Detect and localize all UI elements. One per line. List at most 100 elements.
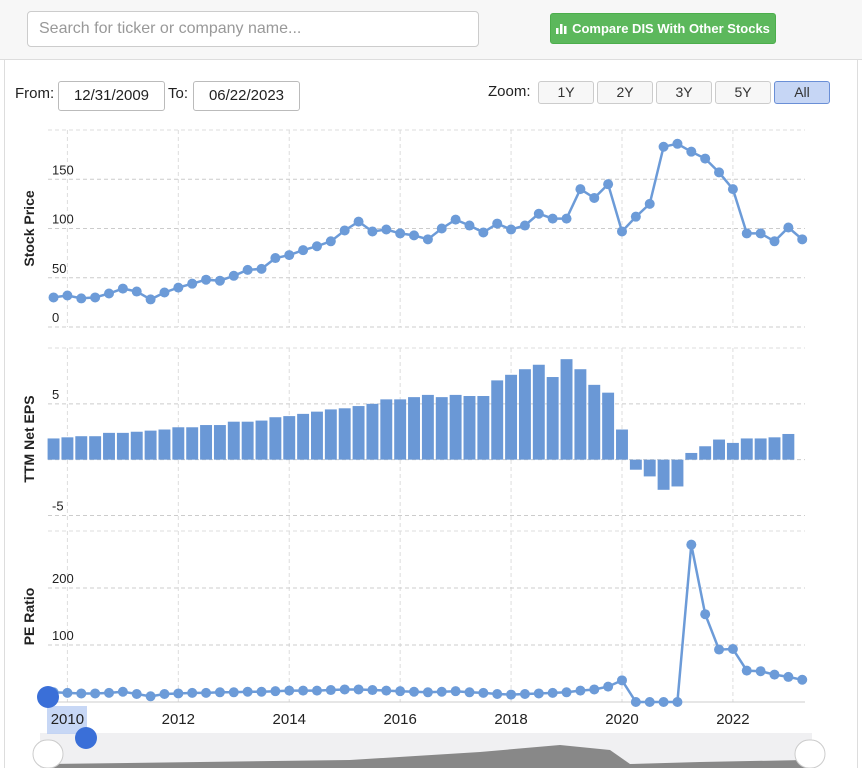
bar xyxy=(297,413,310,460)
marker xyxy=(686,539,697,550)
marker xyxy=(395,228,406,239)
bar xyxy=(421,394,434,460)
y-tick-label: 150 xyxy=(52,162,74,177)
y-tick-label: -5 xyxy=(52,498,64,513)
y-tick-label: 200 xyxy=(52,571,74,586)
from-date[interactable]: 12/31/2009 xyxy=(58,81,165,111)
zoom-button[interactable]: 1Y xyxy=(538,81,594,104)
y-tick-label: 0 xyxy=(52,310,59,325)
marker xyxy=(339,225,350,236)
marker xyxy=(644,697,655,707)
bar xyxy=(75,436,88,460)
bar xyxy=(186,427,199,460)
marker xyxy=(506,224,517,235)
bar xyxy=(754,438,767,460)
zoom-button[interactable]: 5Y xyxy=(715,81,771,104)
marker xyxy=(714,644,725,655)
compare-button-text: Compare DIS With Other Stocks xyxy=(572,21,770,36)
marker xyxy=(353,216,364,227)
range-handle xyxy=(37,686,59,708)
compare-button[interactable]: Compare DIS With Other Stocks xyxy=(550,13,776,44)
marker xyxy=(367,226,378,237)
range-handle xyxy=(75,727,97,749)
marker xyxy=(492,689,503,700)
bar xyxy=(130,431,143,460)
bar xyxy=(699,446,712,460)
y-axis-title: Stock Price xyxy=(21,190,37,266)
marker xyxy=(436,223,447,234)
marker xyxy=(311,685,322,696)
bar xyxy=(782,433,795,460)
marker xyxy=(131,689,142,700)
marker xyxy=(159,689,170,700)
panel xyxy=(4,60,858,768)
marker xyxy=(214,687,225,698)
bar xyxy=(338,408,351,460)
bar xyxy=(449,394,462,460)
marker xyxy=(589,684,600,695)
bar xyxy=(740,438,753,460)
marker xyxy=(256,686,267,697)
marker xyxy=(284,685,295,696)
to-date[interactable]: 06/22/2023 xyxy=(193,81,300,111)
marker xyxy=(117,686,128,697)
bar xyxy=(505,374,518,460)
bar xyxy=(366,403,379,460)
marker xyxy=(173,688,184,699)
x-tick-label: 2016 xyxy=(383,711,416,728)
marker xyxy=(422,687,433,698)
marker xyxy=(187,687,198,698)
marker xyxy=(727,184,738,195)
marker xyxy=(62,687,73,698)
bar xyxy=(283,416,296,460)
marker xyxy=(492,218,503,229)
bar xyxy=(477,396,490,460)
bar xyxy=(380,399,393,460)
zoom-button[interactable]: 3Y xyxy=(656,81,712,104)
zoom-button[interactable]: All xyxy=(774,81,830,104)
marker xyxy=(755,666,766,677)
bar xyxy=(768,437,781,460)
marker xyxy=(741,665,752,676)
marker xyxy=(686,146,697,157)
marker xyxy=(214,275,225,286)
from-label: From: xyxy=(15,85,55,102)
line xyxy=(53,544,803,704)
marker xyxy=(436,686,447,697)
marker xyxy=(422,234,433,245)
search-box[interactable]: Search for ticker or company name... xyxy=(27,11,479,47)
marker xyxy=(298,685,309,696)
marker xyxy=(242,264,253,275)
y-tick-label: 100 xyxy=(52,628,74,643)
bar xyxy=(657,459,670,490)
marker xyxy=(339,684,350,695)
marker xyxy=(48,292,59,303)
marker xyxy=(187,278,198,289)
bar xyxy=(394,399,407,460)
marker xyxy=(533,208,544,219)
marker xyxy=(478,687,489,698)
marker xyxy=(603,179,614,190)
marker xyxy=(228,270,239,281)
bar xyxy=(241,421,254,460)
marker xyxy=(630,211,641,222)
marker xyxy=(575,685,586,696)
x-tick-label: 2014 xyxy=(273,711,306,728)
y-tick-label: 100 xyxy=(52,212,74,227)
zoom-button[interactable]: 2Y xyxy=(597,81,653,104)
marker xyxy=(589,192,600,203)
zoom-label: Zoom: xyxy=(488,83,531,100)
marker xyxy=(450,214,461,225)
marker xyxy=(672,138,683,149)
marker xyxy=(519,689,530,700)
marker xyxy=(450,686,461,697)
bar xyxy=(89,436,102,460)
bar xyxy=(311,411,323,460)
line xyxy=(53,142,804,301)
marker xyxy=(409,230,420,241)
x-tick-label: 2022 xyxy=(716,711,749,728)
x-tick-label: 2010 xyxy=(51,711,84,728)
marker xyxy=(644,198,655,209)
marker xyxy=(783,671,794,682)
